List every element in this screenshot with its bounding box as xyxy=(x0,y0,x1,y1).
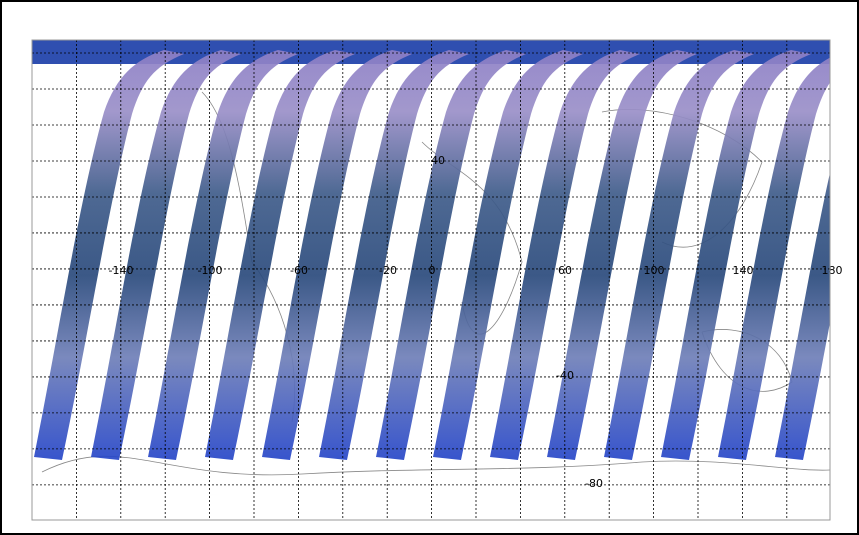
coastline xyxy=(601,109,763,248)
longitude-label: -140 xyxy=(109,264,134,277)
swath xyxy=(832,50,857,460)
swath xyxy=(91,50,241,460)
longitude-label: 140 xyxy=(733,264,754,277)
swath xyxy=(661,50,811,460)
longitude-label: 60 xyxy=(558,264,572,277)
latitude-label: 40 xyxy=(431,154,445,167)
swath xyxy=(775,172,830,460)
swath xyxy=(433,50,583,460)
swath xyxy=(34,50,184,460)
longitude-label: 180 xyxy=(822,264,843,277)
longitude-label: -100 xyxy=(198,264,223,277)
longitude-label: 0 xyxy=(429,264,436,277)
swath xyxy=(376,50,526,460)
graticule xyxy=(32,40,830,520)
graticule-labels: -140 -100 -60 -20 0 60 100 140 180 40 -4… xyxy=(109,154,843,490)
longitude-label: -60 xyxy=(290,264,308,277)
latitude-label: -80 xyxy=(585,477,603,490)
swath xyxy=(148,50,298,460)
swath xyxy=(262,50,412,460)
swath xyxy=(490,50,640,460)
latitude-label: -40 xyxy=(556,369,574,382)
swath xyxy=(205,50,355,460)
swath xyxy=(604,50,754,460)
map-border xyxy=(31,39,831,521)
swath xyxy=(718,57,830,460)
swath xyxy=(319,50,469,460)
longitude-label: 100 xyxy=(644,264,665,277)
longitude-label: -20 xyxy=(379,264,397,277)
swath xyxy=(547,50,697,460)
swath-layer xyxy=(32,40,857,476)
coastline xyxy=(41,455,830,476)
